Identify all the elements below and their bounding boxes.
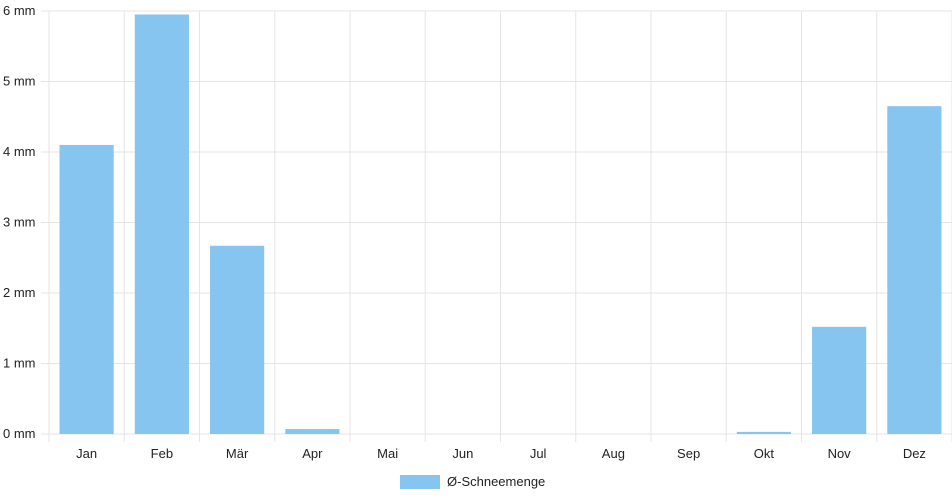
x-tick-label: Apr bbox=[302, 446, 323, 461]
legend-swatch[interactable] bbox=[400, 475, 440, 489]
x-axis-ticks: Jan Feb Mär Apr Mai Jun Jul Aug Sep Okt Nov Dez bbox=[76, 446, 926, 461]
y-tick-label: 0 mm bbox=[3, 426, 36, 441]
y-tick-label: 4 mm bbox=[3, 144, 36, 159]
x-tick-label: Sep bbox=[677, 446, 700, 461]
bar-apr[interactable] bbox=[285, 429, 340, 434]
y-tick-label: 1 mm bbox=[3, 356, 36, 371]
legend-label[interactable]: Ø-Schneemenge bbox=[447, 474, 545, 489]
x-tick-label: Mär bbox=[226, 446, 249, 461]
x-tick-label: Feb bbox=[151, 446, 173, 461]
y-tick-label: 3 mm bbox=[3, 215, 36, 230]
bar-nov[interactable] bbox=[812, 326, 867, 434]
y-axis-ticks: 0 mm 1 mm 2 mm 3 mm 4 mm 5 mm 6 mm bbox=[3, 3, 36, 441]
x-tick-label: Mai bbox=[377, 446, 398, 461]
bar-mär[interactable] bbox=[210, 245, 265, 434]
x-tick-label: Jan bbox=[76, 446, 97, 461]
y-tick-label: 2 mm bbox=[3, 285, 36, 300]
x-tick-label: Nov bbox=[828, 446, 852, 461]
x-tick-label: Aug bbox=[602, 446, 625, 461]
bar-feb[interactable] bbox=[134, 14, 189, 435]
bar-okt[interactable] bbox=[736, 431, 791, 434]
bar-dez[interactable] bbox=[887, 106, 942, 435]
bar-jan[interactable] bbox=[59, 144, 114, 434]
bars bbox=[59, 14, 942, 435]
grid-lines bbox=[41, 10, 952, 442]
y-tick-label: 5 mm bbox=[3, 74, 36, 89]
legend[interactable]: Ø-Schneemenge bbox=[400, 474, 545, 489]
x-tick-label: Dez bbox=[903, 446, 926, 461]
x-tick-label: Jul bbox=[530, 446, 547, 461]
y-tick-label: 6 mm bbox=[3, 3, 36, 18]
x-tick-label: Okt bbox=[754, 446, 775, 461]
x-tick-label: Jun bbox=[452, 446, 473, 461]
